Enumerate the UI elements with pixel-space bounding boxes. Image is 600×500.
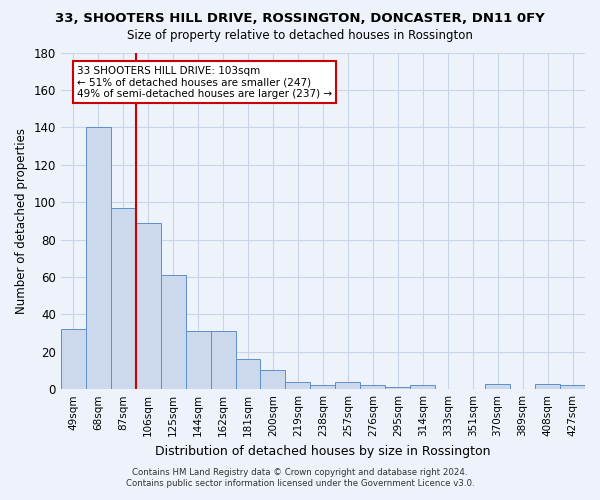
Bar [185, 331, 211, 389]
Bar [535, 384, 560, 389]
Bar [61, 330, 86, 389]
X-axis label: Distribution of detached houses by size in Rossington: Distribution of detached houses by size … [155, 444, 491, 458]
Bar [310, 386, 335, 389]
Bar [260, 370, 286, 389]
Bar [136, 222, 161, 389]
Bar [211, 331, 236, 389]
Text: 33 SHOOTERS HILL DRIVE: 103sqm
← 51% of detached houses are smaller (247)
49% of: 33 SHOOTERS HILL DRIVE: 103sqm ← 51% of … [77, 66, 332, 99]
Text: Size of property relative to detached houses in Rossington: Size of property relative to detached ho… [127, 29, 473, 42]
Bar [286, 382, 310, 389]
Bar [335, 382, 361, 389]
Bar [86, 128, 111, 389]
Y-axis label: Number of detached properties: Number of detached properties [15, 128, 28, 314]
Bar [361, 386, 385, 389]
Bar [485, 384, 510, 389]
Bar [111, 208, 136, 389]
Bar [560, 386, 585, 389]
Bar [236, 360, 260, 389]
Bar [410, 386, 435, 389]
Text: 33, SHOOTERS HILL DRIVE, ROSSINGTON, DONCASTER, DN11 0FY: 33, SHOOTERS HILL DRIVE, ROSSINGTON, DON… [55, 12, 545, 26]
Bar [385, 388, 410, 389]
Bar [161, 275, 185, 389]
Text: Contains HM Land Registry data © Crown copyright and database right 2024.
Contai: Contains HM Land Registry data © Crown c… [125, 468, 475, 487]
